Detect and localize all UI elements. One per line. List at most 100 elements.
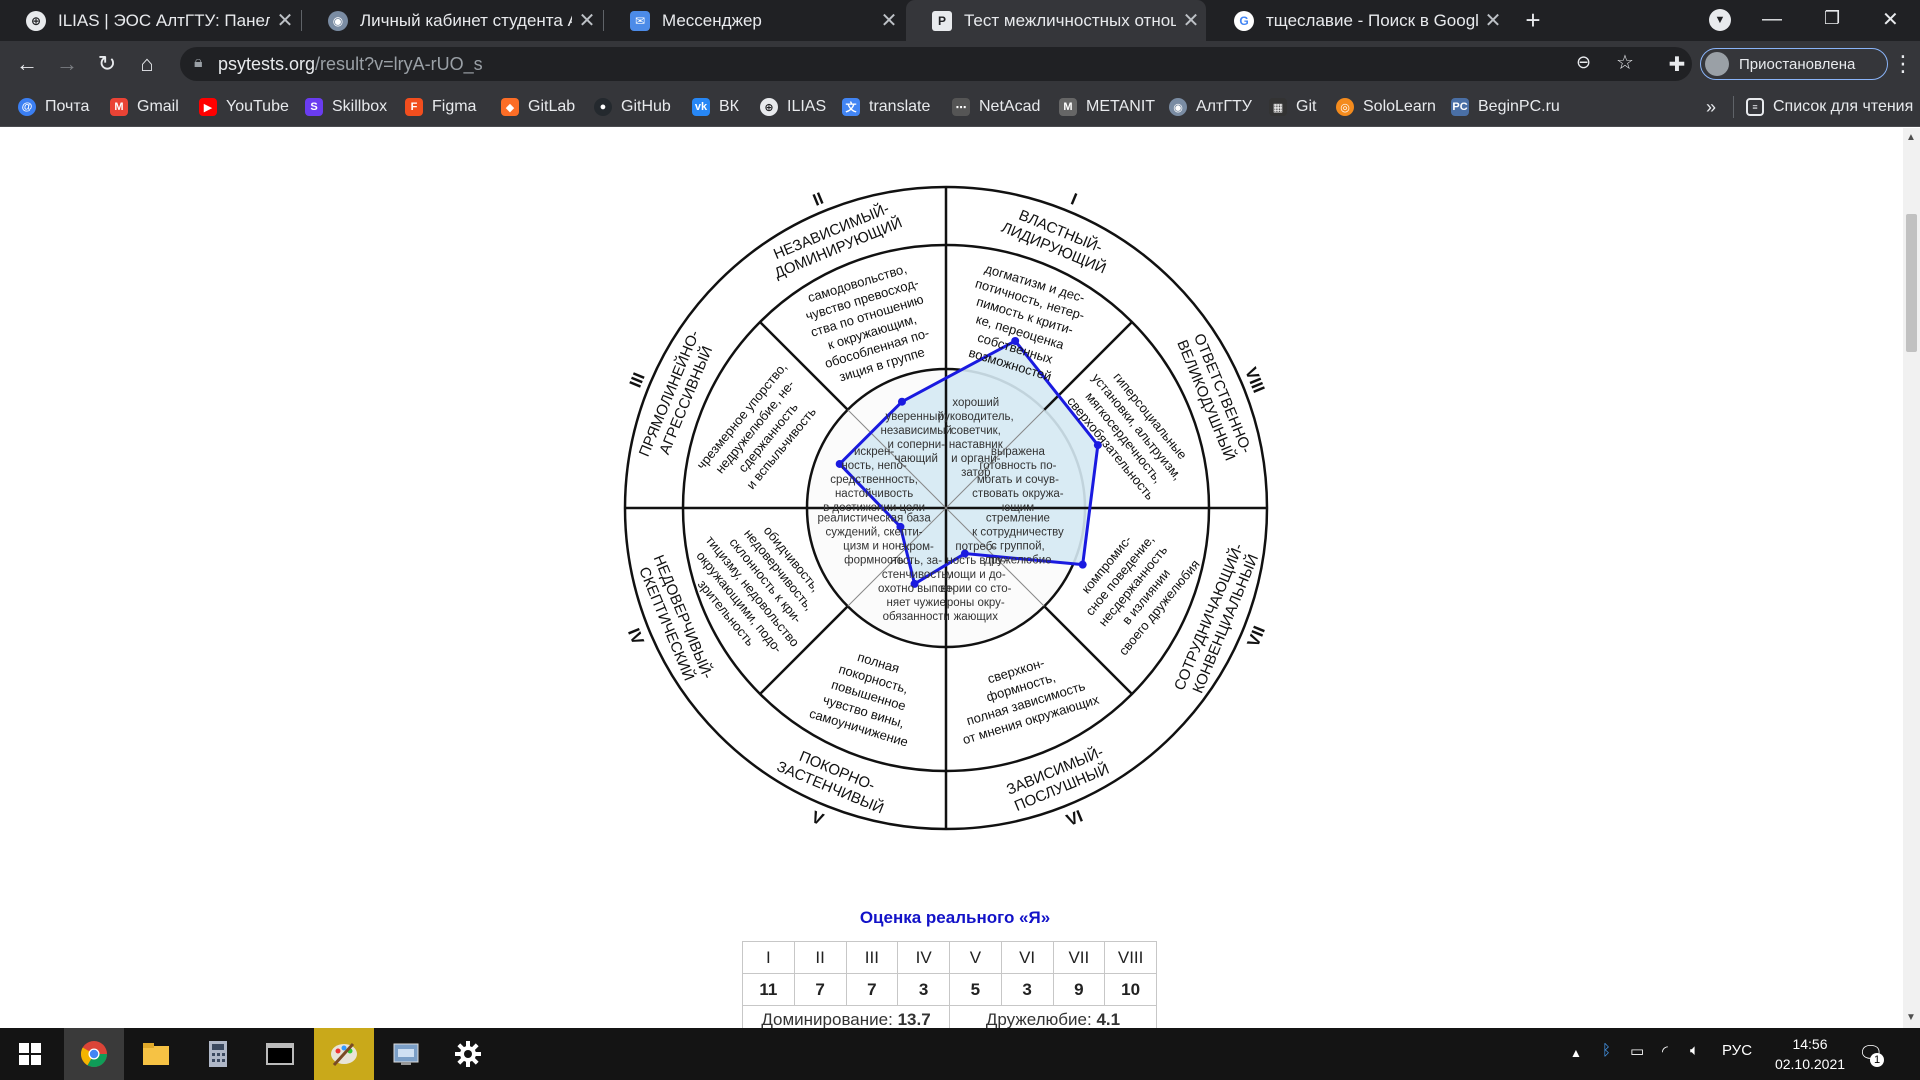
scroll-down-icon[interactable]: ▼ (1906, 1012, 1916, 1023)
profile-point-3 (835, 459, 844, 468)
notifications-icon[interactable]: 🗨︎ 1 (1858, 1043, 1884, 1067)
bookmark-label: GitLab (528, 98, 576, 115)
header-cell: II (793, 941, 847, 974)
vk-icon: vk (692, 98, 710, 116)
bookmark-skillbox[interactable]: S Skillbox (305, 95, 387, 119)
scrollbar-thumb[interactable] (1906, 214, 1917, 352)
bookmark-sololearn[interactable]: ◎ SoloLearn (1336, 95, 1436, 119)
volume-icon[interactable]: 🔈︎ (1690, 1042, 1700, 1059)
file-explorer-icon[interactable] (126, 1028, 186, 1080)
close-icon[interactable]: ✕ (276, 10, 294, 32)
tab-psytest[interactable]: P Тест межличностных отношений ✕ (906, 0, 1206, 41)
profile-button[interactable]: Приостановлена (1700, 48, 1888, 80)
messenger-icon: ✉ (630, 10, 650, 31)
bookmark-vk[interactable]: vk ВК (692, 95, 739, 119)
new-tab-button[interactable]: + (1525, 5, 1541, 35)
value-cell: 10 (1104, 973, 1157, 1006)
window-close-icon[interactable]: ✕ (1882, 9, 1899, 31)
bookmark-altgtu[interactable]: ◉ АлтГТУ (1169, 95, 1252, 119)
bookmark-translate[interactable]: 文 translate (842, 95, 930, 119)
wifi-icon[interactable]: ◜ (1662, 1043, 1668, 1060)
home-icon[interactable]: ⌂ (140, 51, 154, 76)
bookmark-label: NetAcad (979, 98, 1041, 115)
close-icon[interactable]: ✕ (578, 10, 596, 32)
tab-ilias[interactable]: ⊕ ILIAS | ЭОС АлтГТУ: Панель упра ✕ (0, 0, 300, 41)
bookmarks-overflow-button[interactable]: » (1706, 96, 1717, 117)
back-icon[interactable]: ← (16, 51, 38, 76)
lock-icon[interactable]: 🔒︎ (194, 54, 203, 71)
battery-icon[interactable]: ▭ (1630, 1043, 1645, 1060)
notification-count: 1 (1870, 1053, 1884, 1067)
close-icon[interactable]: ✕ (880, 10, 898, 32)
close-icon[interactable]: ✕ (1182, 10, 1200, 32)
university-icon: ◉ (328, 10, 348, 31)
reading-list-button[interactable]: ≡ Список для чтения (1746, 95, 1913, 119)
chrome-taskbar-icon[interactable] (64, 1028, 124, 1080)
clock[interactable]: 14:56 02.10.2021 (1762, 1034, 1858, 1074)
sololearn-icon: ◎ (1336, 98, 1354, 116)
tab-student-cabinet[interactable]: ◉ Личный кабинет студента АлтГТ ✕ (302, 0, 602, 41)
tab-messenger[interactable]: ✉ Мессенджер ✕ (604, 0, 904, 41)
restore-icon[interactable]: ❐ (1824, 8, 1841, 28)
minimize-icon[interactable]: — (1762, 8, 1782, 30)
calculator-icon[interactable] (188, 1028, 248, 1080)
address-bar[interactable]: 🔒︎ psytests.org/result?v=lryA-rUO_s ⊖ ☆ (180, 47, 1692, 81)
octant-name-1: ВЛАСТНЫЙ-ЛИДИРУЮЩИЙ (999, 201, 1116, 277)
bookmark-beginpc[interactable]: PC BeginPC.ru (1451, 95, 1560, 119)
menu-icon[interactable]: ⋮ (1892, 51, 1914, 76)
globe-icon: ⊕ (760, 98, 778, 116)
reload-icon[interactable]: ↻ (97, 51, 117, 76)
friendliness-cell: Дружелюбие: 4.1 (949, 1005, 1157, 1028)
header-cell: I (742, 941, 795, 974)
tray-overflow-icon[interactable]: ▲ (1570, 1046, 1582, 1060)
forward-icon[interactable]: → (56, 51, 78, 76)
settings-gear-icon[interactable] (438, 1028, 498, 1080)
profile-point-2 (897, 397, 906, 406)
tab-search-icon[interactable]: ▼ (1709, 9, 1731, 31)
octant-roman-2: II (810, 189, 826, 210)
bluetooth-icon[interactable]: ᛒ (1602, 1042, 1612, 1059)
bookmark-git[interactable]: ▦ Git (1269, 95, 1316, 119)
zoom-icon[interactable]: ⊖ (1576, 52, 1592, 72)
scroll-up-icon[interactable]: ▲ (1906, 132, 1916, 143)
interpersonal-wheel-diagram: догматизм и дес-потичность, нетер-пимост… (623, 185, 1269, 831)
bookmark-github[interactable]: ● GitHub (594, 95, 671, 119)
bookmark-gitlab[interactable]: ◆ GitLab (501, 95, 575, 119)
bookmark-youtube[interactable]: ▶ YouTube (199, 95, 289, 119)
bookmark-netacad[interactable]: ⋯ NetAcad (952, 95, 1040, 119)
results-title: Оценка реального «Я» (859, 908, 1051, 927)
page-scrollbar[interactable]: ▲ ▼ (1903, 128, 1920, 1028)
netacad-icon: ⋯ (952, 98, 970, 116)
control-panel-icon[interactable] (376, 1028, 436, 1080)
terminal-icon[interactable] (250, 1028, 310, 1080)
bookmark-ilias[interactable]: ⊕ ILIAS (760, 95, 826, 119)
star-icon[interactable]: ☆ (1616, 52, 1634, 74)
windows-start-icon[interactable] (0, 1028, 60, 1080)
bookmark-label: YouTube (226, 98, 289, 115)
bookmark-label: METANIT (1086, 98, 1156, 115)
bookmarks-bar: @ Почта M Gmail ▶ YouTube S Skillbox F Figma … (0, 87, 1920, 127)
value-cell: 3 (1000, 973, 1054, 1006)
bookmark-label: translate (869, 98, 931, 115)
wheel-sector-divider (1043, 605, 1133, 695)
inner-sector-divider (945, 409, 1045, 509)
paint-icon[interactable] (314, 1028, 374, 1080)
outer-cell-text-6: сверхкон-формность,полная зависимостьот … (946, 643, 1101, 747)
tab-google-search[interactable]: G тщеславие - Поиск в Google ✕ (1208, 0, 1508, 41)
youtube-icon: ▶ (199, 98, 217, 116)
bookmark-figma[interactable]: F Figma (405, 95, 476, 119)
bookmark-mail[interactable]: @ Почта (18, 95, 89, 119)
bookmark-label: Почта (45, 98, 90, 115)
bookmark-label: ILIAS (787, 98, 827, 115)
bookmark-gmail[interactable]: M Gmail (110, 95, 179, 119)
language-indicator[interactable]: РУС (1722, 1042, 1753, 1059)
bookmark-label: Gmail (137, 98, 179, 115)
inner-cell-text-2: уверенный, независимый и соперни-чающий (880, 411, 951, 465)
extensions-icon[interactable]: ✚ (1668, 53, 1686, 76)
bookmark-metanit[interactable]: M METANIT (1059, 95, 1155, 119)
close-icon[interactable]: ✕ (1484, 10, 1502, 32)
inner-cell-text-5: скром-ность, за-стенчивость, охотно выпол… (878, 541, 955, 623)
header-cell: V (949, 941, 1002, 974)
inner-cell-text-6: потреб-ность в по-мощи и до-верии со сто… (940, 541, 1012, 623)
bookmark-label: Skillbox (332, 98, 388, 115)
